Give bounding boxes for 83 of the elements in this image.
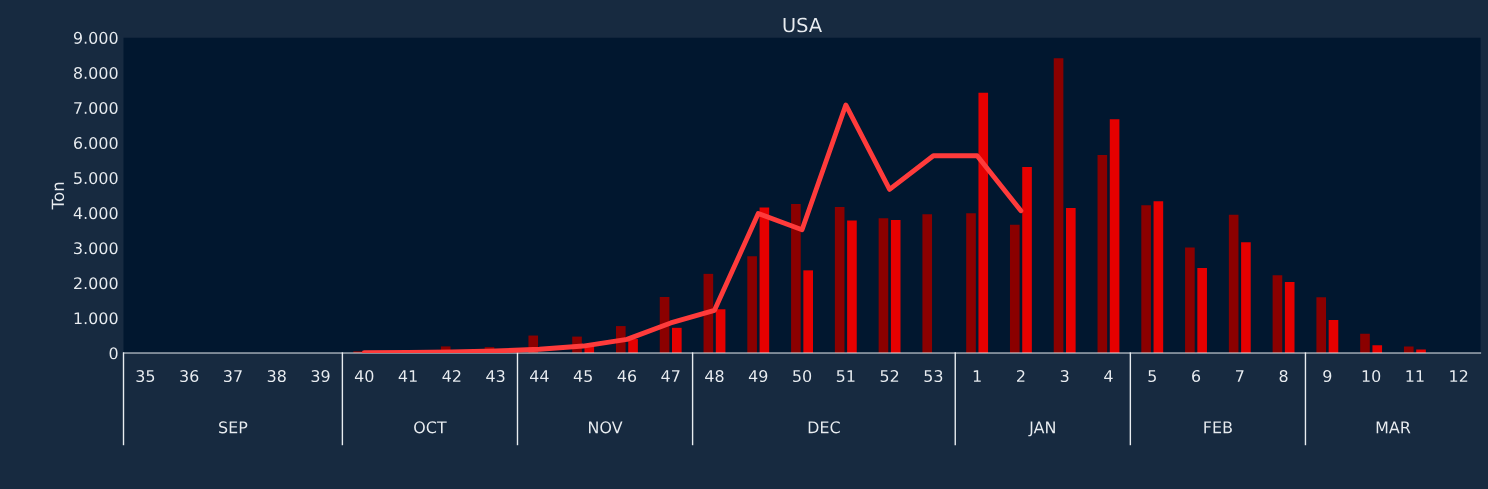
x-tick-label: 11	[1406, 370, 1424, 382]
bar	[978, 92, 989, 354]
bar	[1197, 267, 1207, 354]
bar	[847, 220, 857, 354]
bar	[1185, 247, 1195, 354]
x-tick-label: 46	[617, 370, 637, 383]
y-tick-label: 2.000	[74, 277, 118, 290]
bar	[791, 204, 801, 354]
bar	[672, 327, 682, 354]
text: NOV	[589, 421, 623, 434]
x-tick-label: 48	[705, 370, 724, 383]
y-axis-title: Ton	[51, 182, 65, 210]
x-tick-label: 7	[1236, 370, 1244, 382]
x-tick-label: 4	[1104, 370, 1113, 382]
bar	[1009, 224, 1020, 354]
x-tick-label: 38	[267, 370, 286, 383]
x-tick-label: 44	[529, 370, 549, 382]
bar	[1372, 345, 1383, 354]
bar	[1272, 275, 1283, 354]
text: OCT	[414, 421, 447, 434]
y-tick-label: 6.000	[74, 137, 118, 150]
y-tick-label: 0	[109, 347, 118, 360]
x-tick-label: 37	[224, 370, 242, 383]
bar	[1360, 333, 1370, 354]
bar	[966, 213, 976, 354]
bar	[1141, 205, 1151, 354]
x-tick-label: 43	[486, 370, 505, 383]
x-tick-label: 50	[793, 370, 812, 383]
x-tick-label: 41	[398, 370, 417, 382]
chart-title: USA	[783, 17, 822, 33]
bar	[628, 339, 638, 354]
x-tick-label: 5	[1148, 370, 1156, 383]
bar	[803, 270, 813, 354]
bar	[1109, 119, 1120, 354]
x-tick-label: 49	[748, 370, 768, 383]
bar	[922, 214, 933, 354]
x-tick-label: 6	[1192, 370, 1201, 383]
x-tick-label: 10	[1362, 370, 1381, 383]
bar	[1316, 297, 1327, 354]
y-tick-label: 1.000	[74, 312, 118, 325]
bar	[715, 309, 726, 354]
bar	[1053, 58, 1064, 354]
bar	[1284, 281, 1295, 354]
y-tick-label: 5.000	[74, 172, 118, 185]
x-tick-label: 52	[880, 370, 899, 383]
y-tick-label: 9.000	[73, 31, 118, 44]
x-tick-label: 2	[1017, 370, 1025, 382]
text: SEP	[219, 421, 248, 434]
bar	[1241, 242, 1251, 354]
x-tick-label: 36	[180, 370, 199, 383]
bar	[1022, 166, 1032, 354]
bar	[834, 206, 845, 354]
x-tick-label: 12	[1450, 370, 1468, 382]
x-tick-label: 45	[573, 370, 592, 383]
y-tick-label: 7.000	[74, 101, 118, 115]
y-tick-label: 4.000	[73, 207, 118, 220]
x-tick-label: 3	[1060, 370, 1069, 383]
x-tick-label: 39	[311, 370, 330, 383]
text: JAN	[1028, 421, 1055, 437]
bar	[890, 219, 901, 354]
bar	[1097, 155, 1108, 354]
bar	[1228, 214, 1239, 354]
x-tick-label: 42	[442, 370, 461, 382]
bar	[1153, 201, 1164, 354]
bar	[1328, 320, 1339, 354]
x-tick-label: 40	[354, 370, 374, 383]
y-tick-label: 8.000	[74, 66, 118, 79]
y-tick-label: 3.000	[74, 242, 118, 255]
x-tick-label: 53	[924, 370, 943, 383]
x-tick-label: 9	[1323, 370, 1332, 383]
x-tick-label: 1	[973, 370, 981, 382]
bar	[1403, 346, 1414, 354]
text: DEC	[808, 421, 840, 434]
x-tick-label: 47	[661, 370, 680, 382]
text: FEB	[1204, 421, 1232, 434]
x-tick-label: 8	[1279, 370, 1288, 383]
x-tick-label: 51	[836, 370, 855, 383]
bar	[1066, 207, 1076, 354]
line-series	[361, 102, 1024, 354]
text: MAR	[1376, 421, 1411, 434]
x-tick-label: 35	[136, 370, 155, 383]
bar	[747, 256, 757, 354]
bar	[878, 218, 889, 354]
